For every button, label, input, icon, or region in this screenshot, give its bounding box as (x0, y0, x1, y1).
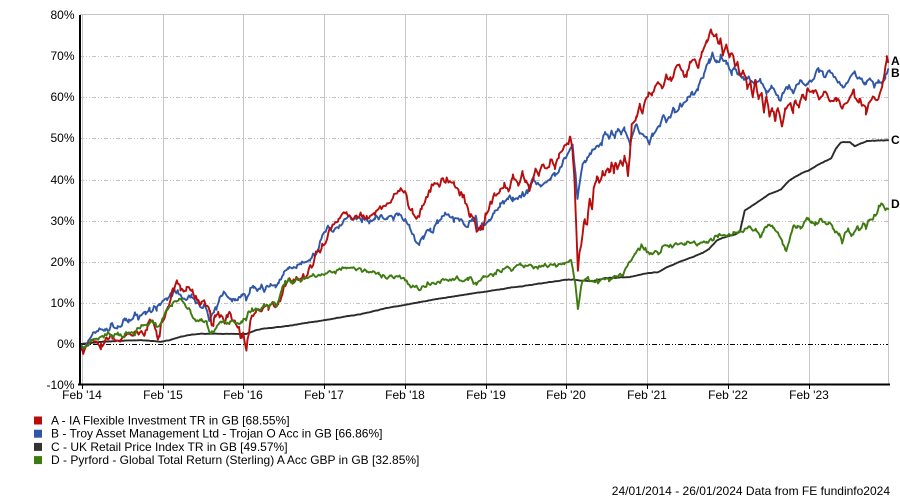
svg-text:10%: 10% (50, 296, 74, 310)
svg-text:80%: 80% (50, 8, 74, 22)
svg-text:A: A (891, 54, 900, 68)
svg-text:A - IA Flexible Investment TR: A - IA Flexible Investment TR in GB [68.… (51, 414, 290, 428)
svg-text:Feb '17: Feb '17 (304, 388, 344, 402)
svg-text:Feb '19: Feb '19 (466, 388, 506, 402)
svg-text:C - UK Retail Price Index TR i: C - UK Retail Price Index TR in GB [49.5… (51, 440, 288, 454)
svg-text:Feb '23: Feb '23 (789, 388, 829, 402)
svg-text:Feb '20: Feb '20 (546, 388, 586, 402)
svg-text:24/01/2014 - 26/01/2024 Data f: 24/01/2014 - 26/01/2024 Data from FE fun… (612, 484, 891, 498)
svg-text:0%: 0% (57, 337, 75, 351)
svg-text:60%: 60% (50, 90, 74, 104)
svg-text:30%: 30% (50, 214, 74, 228)
svg-text:Feb '14: Feb '14 (62, 388, 102, 402)
svg-text:Feb '16: Feb '16 (223, 388, 263, 402)
svg-text:-10%: -10% (46, 378, 74, 392)
svg-text:70%: 70% (50, 49, 74, 63)
svg-text:D: D (891, 197, 900, 211)
svg-text:B - Troy Asset Management Ltd: B - Troy Asset Management Ltd - Trojan O… (51, 427, 383, 441)
svg-text:Feb '18: Feb '18 (385, 388, 425, 402)
svg-text:D - Pyrford - Global Total Ret: D - Pyrford - Global Total Return (Sterl… (51, 453, 419, 467)
svg-text:20%: 20% (50, 255, 74, 269)
svg-text:C: C (891, 133, 900, 147)
svg-text:B: B (891, 66, 900, 80)
svg-text:50%: 50% (50, 131, 74, 145)
svg-text:Feb '21: Feb '21 (627, 388, 667, 402)
svg-text:Feb '22: Feb '22 (708, 388, 748, 402)
svg-text:Feb '15: Feb '15 (143, 388, 183, 402)
svg-text:40%: 40% (50, 173, 74, 187)
